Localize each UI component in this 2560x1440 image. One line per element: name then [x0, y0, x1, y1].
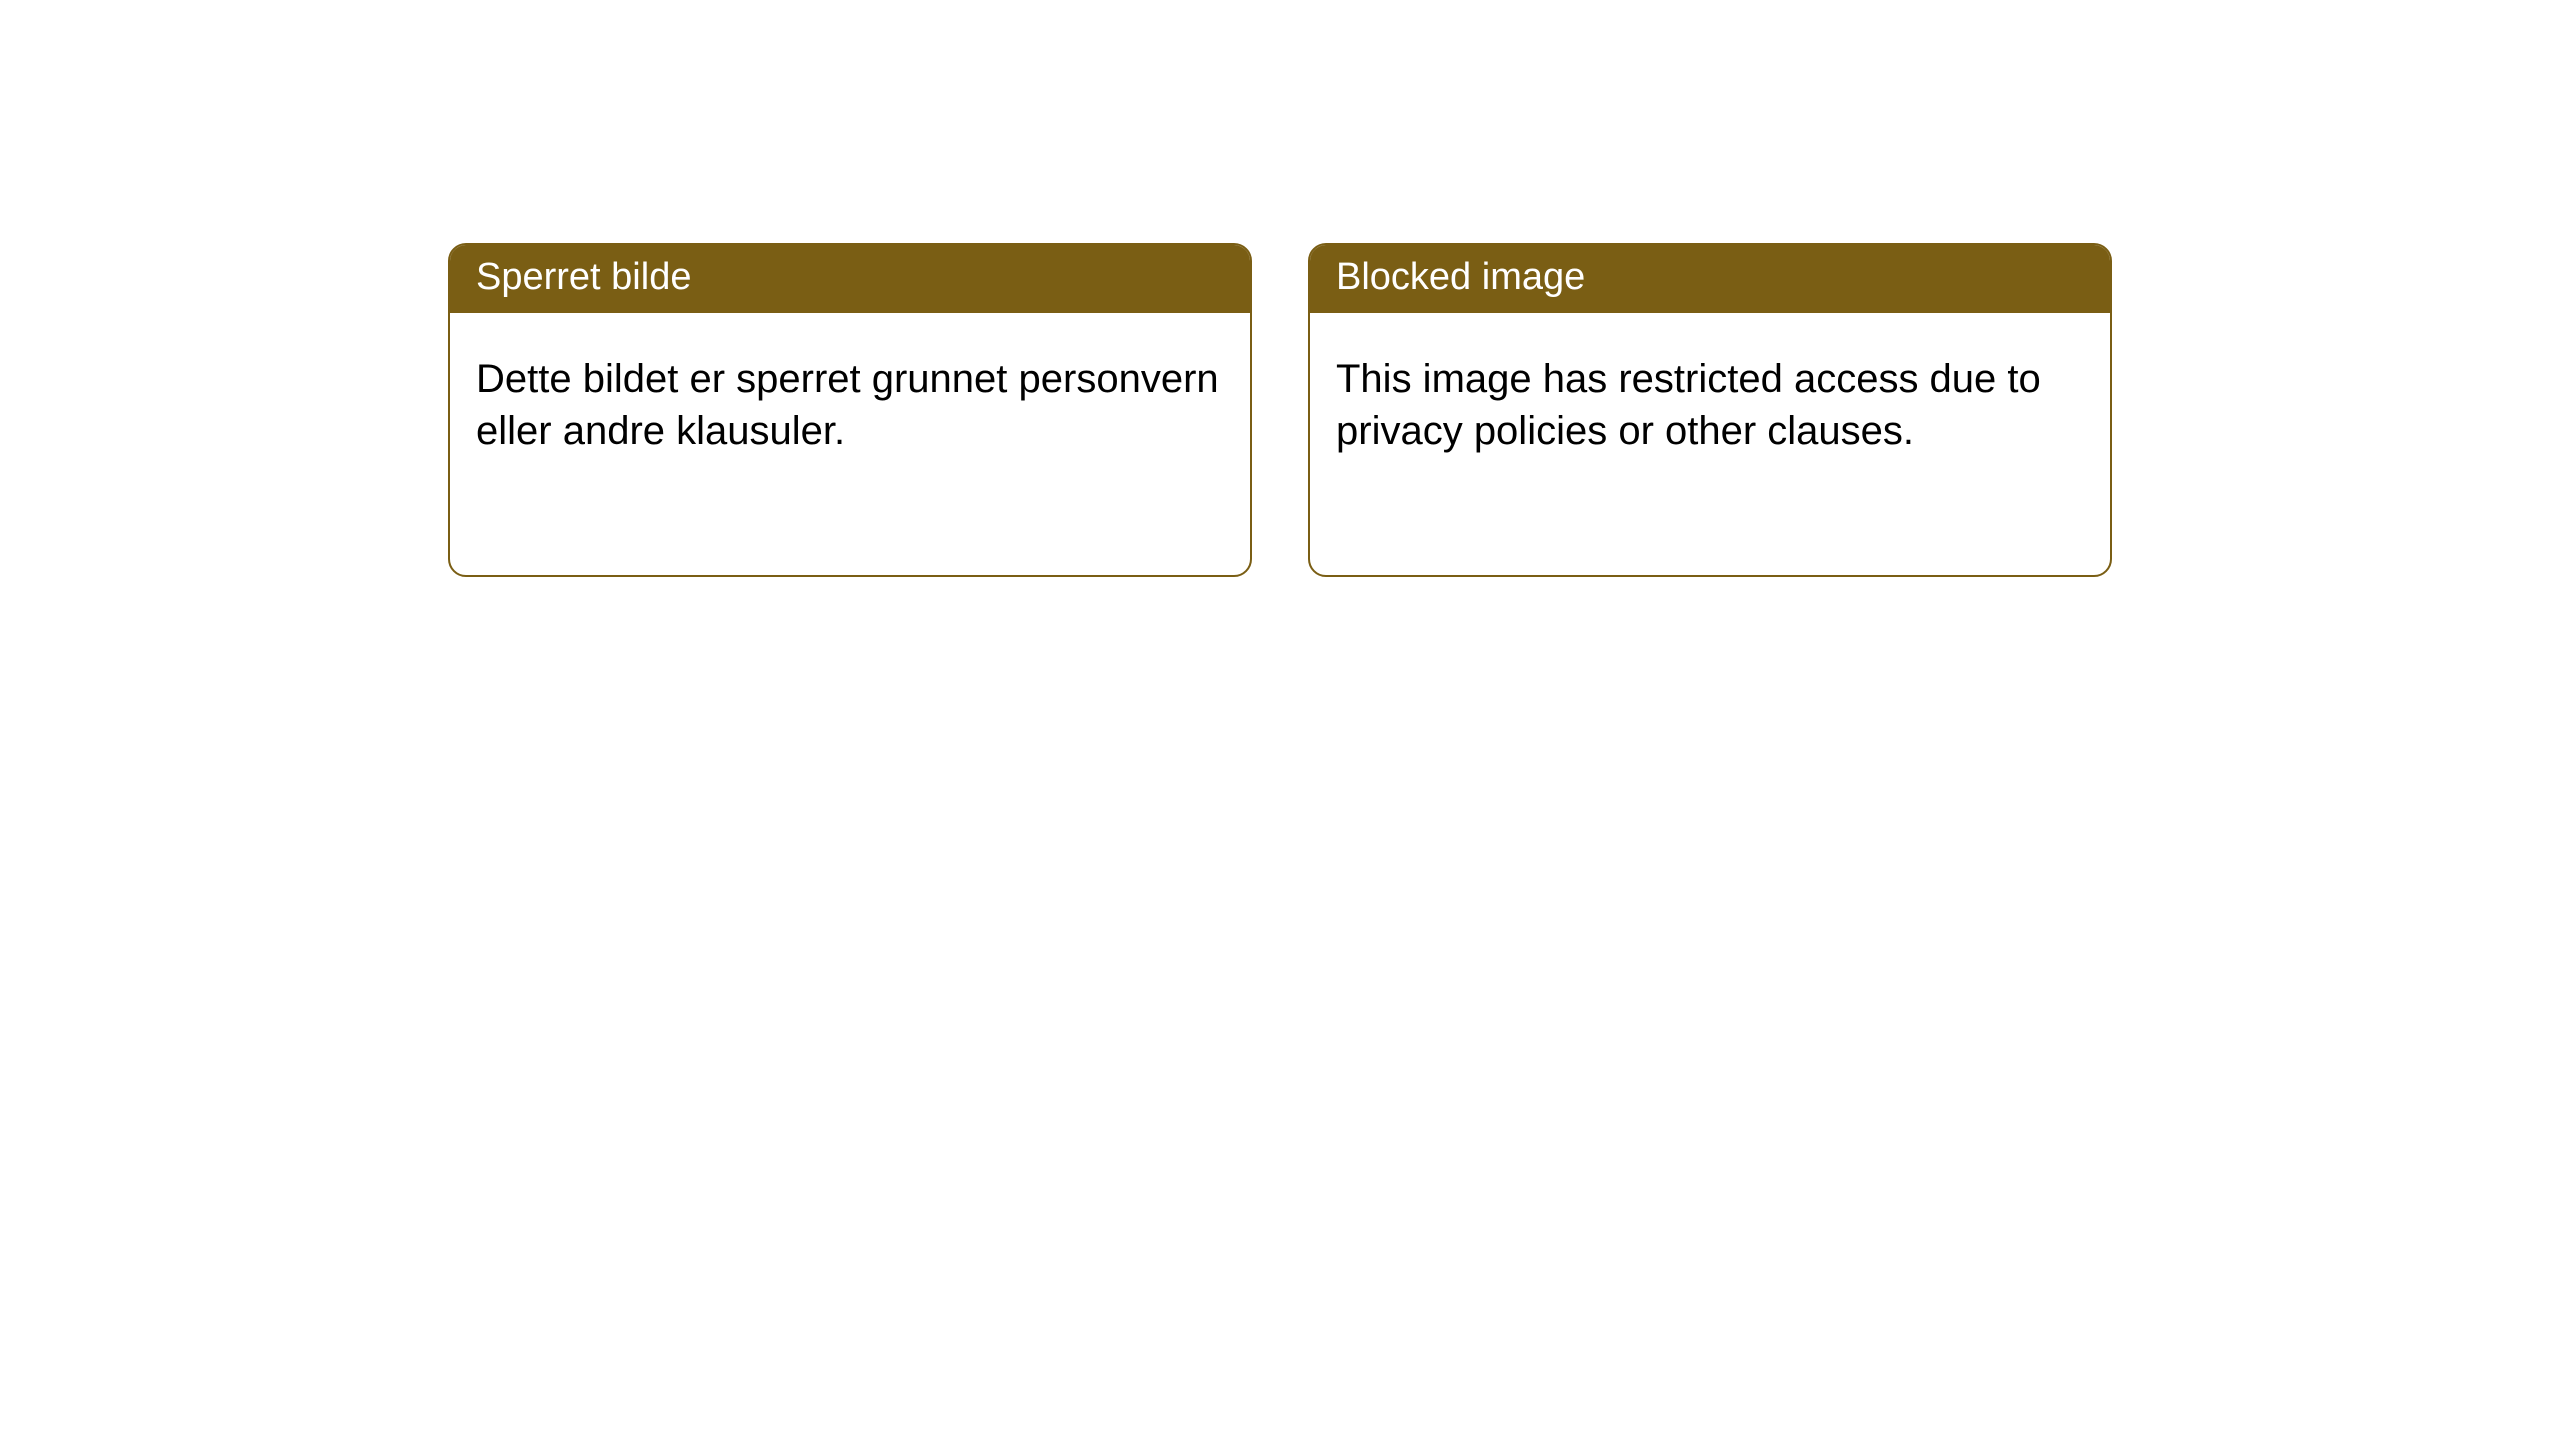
notice-card-english: Blocked image This image has restricted … [1308, 243, 2112, 577]
notice-container: Sperret bilde Dette bildet er sperret gr… [0, 0, 2560, 577]
notice-card-norwegian: Sperret bilde Dette bildet er sperret gr… [448, 243, 1252, 577]
notice-title-norwegian: Sperret bilde [450, 245, 1250, 313]
notice-title-english: Blocked image [1310, 245, 2110, 313]
notice-body-english: This image has restricted access due to … [1310, 313, 2110, 477]
notice-body-norwegian: Dette bildet er sperret grunnet personve… [450, 313, 1250, 477]
